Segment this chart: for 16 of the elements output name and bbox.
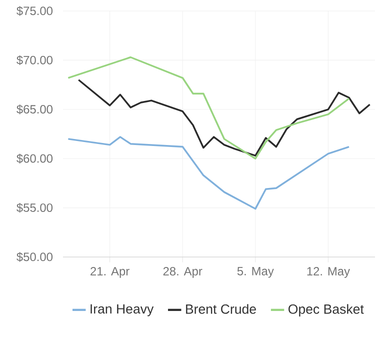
y-tick-label: $50.00 xyxy=(16,252,53,262)
legend-label: Iran Heavy xyxy=(90,304,154,316)
line-series xyxy=(78,79,371,157)
y-tick-label: $70.00 xyxy=(16,55,53,66)
y-tick-label: $75.00 xyxy=(16,6,53,16)
x-tick-label: 12. May xyxy=(307,267,350,278)
x-tick-label: 28. Apr xyxy=(163,267,202,278)
x-tick-label: 21. Apr xyxy=(90,267,130,278)
line-series xyxy=(67,56,350,160)
line-series xyxy=(67,136,350,210)
x-tick-label: 5. May xyxy=(237,267,274,278)
y-tick-label: $60.00 xyxy=(16,154,53,164)
y-tick-label: $65.00 xyxy=(16,104,53,114)
legend-label: Opec Basket xyxy=(288,304,364,316)
y-tick-label: $55.00 xyxy=(16,202,53,213)
legend-label: Brent Crude xyxy=(186,304,256,314)
